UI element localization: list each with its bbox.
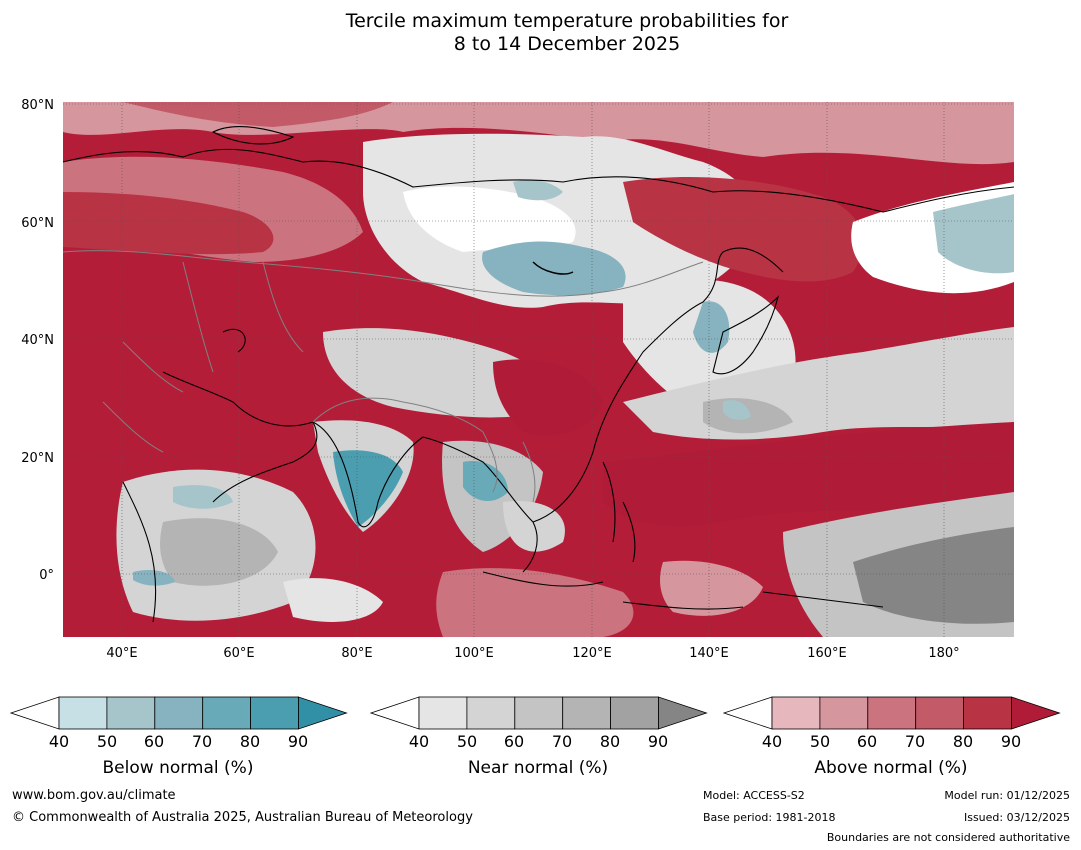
colorbar-below-normal: 40 50 60 70 80 90 Below normal (%) xyxy=(9,692,350,778)
copyright-text: © Commonwealth of Australia 2025, Austra… xyxy=(12,810,473,825)
colorbar-swatches xyxy=(722,696,1061,730)
colorbar-swatch xyxy=(514,696,564,730)
model-text: Model: ACCESS-S2 xyxy=(703,789,805,802)
lon-label: 60°E xyxy=(223,646,255,661)
colorbar-tick: 90 xyxy=(287,732,309,751)
title-line-2: 8 to 14 December 2025 xyxy=(453,33,681,55)
colorbar-tick: 90 xyxy=(1000,732,1022,751)
colorbar-swatch xyxy=(466,696,516,730)
colorbar-tick: 80 xyxy=(239,732,261,751)
near-normal-region xyxy=(323,328,551,418)
colorbar-swatch xyxy=(250,696,299,730)
near-normal-region xyxy=(283,578,383,622)
above-normal-region xyxy=(123,102,393,127)
colorbar-label: Near normal (%) xyxy=(467,758,609,778)
colorbar-tick: 40 xyxy=(761,732,783,751)
colorbar-tick: 40 xyxy=(48,732,70,751)
colorbar-above-normal: 40 50 60 70 80 90 Above normal (%) xyxy=(722,692,1063,778)
above-normal-region xyxy=(493,359,603,436)
lon-label: 140°E xyxy=(689,646,729,661)
colorbar-swatch xyxy=(106,696,156,730)
colorbar-swatches xyxy=(9,696,348,730)
colorbar-swatch xyxy=(154,696,204,730)
colorbar-tick: 60 xyxy=(503,732,525,751)
lon-label: 40°E xyxy=(106,646,138,661)
below-normal-region xyxy=(723,400,751,420)
below-normal-region xyxy=(693,301,730,353)
colorbar-swatches xyxy=(369,696,708,730)
colorbar-swatch xyxy=(819,696,869,730)
colorbar-tick: 70 xyxy=(904,732,926,751)
colorbar-tick: 60 xyxy=(856,732,878,751)
below-normal-region xyxy=(173,485,233,509)
below-normal-region xyxy=(513,180,563,201)
colorbar-tick: 80 xyxy=(952,732,974,751)
colorbar-swatch xyxy=(915,696,964,730)
colorbar-tick: 80 xyxy=(599,732,621,751)
below-normal-region xyxy=(133,570,175,586)
website-link[interactable]: www.bom.gov.au/climate xyxy=(12,788,176,803)
probability-map xyxy=(63,102,1014,637)
colorbar-swatch xyxy=(963,696,1012,730)
colorbar-tick: 70 xyxy=(551,732,573,751)
colorbar-label: Above normal (%) xyxy=(814,758,968,778)
lat-label: 0° xyxy=(39,568,54,583)
disclaimer-text: Boundaries are not considered authoritat… xyxy=(826,831,1070,844)
colorbar-extend-high xyxy=(298,696,348,730)
colorbar-near-normal: 40 50 60 70 80 90 Near normal (%) xyxy=(369,692,710,778)
base-period-text: Base period: 1981-2018 xyxy=(703,811,836,824)
lon-label: 80°E xyxy=(341,646,373,661)
colorbar-swatch xyxy=(418,696,468,730)
country-borders xyxy=(63,250,704,503)
lat-label: 20°N xyxy=(21,451,54,466)
colorbar-tick: 50 xyxy=(456,732,478,751)
colorbar-extend-low xyxy=(369,696,420,730)
near-normal-region xyxy=(160,518,278,586)
above-normal-region xyxy=(63,192,274,255)
lon-label: 120°E xyxy=(572,646,612,661)
colorbar-tick: 70 xyxy=(191,732,213,751)
lat-label: 60°N xyxy=(21,216,54,231)
colorbar-swatch xyxy=(58,696,108,730)
colorbar-swatch xyxy=(202,696,251,730)
colorbar-tick: 50 xyxy=(809,732,831,751)
colorbar-swatch xyxy=(610,696,659,730)
colorbar-label: Below normal (%) xyxy=(102,758,254,778)
coastlines xyxy=(63,126,1014,623)
above-normal-region xyxy=(660,560,763,616)
issued-text: Issued: 03/12/2025 xyxy=(963,811,1070,824)
above-normal-region xyxy=(623,177,863,282)
low-probability-region xyxy=(403,186,576,252)
model-run-text: Model run: 01/12/2025 xyxy=(944,789,1070,802)
colorbar-tick: 40 xyxy=(408,732,430,751)
near-normal-region xyxy=(853,527,1014,624)
lon-label: 160°E xyxy=(807,646,847,661)
colorbar-extend-low xyxy=(722,696,773,730)
map-title: Tercile maximum temperature probabilitie… xyxy=(0,10,1081,56)
title-line-1: Tercile maximum temperature probabilitie… xyxy=(345,10,789,32)
map-canvas xyxy=(63,102,1014,637)
colorbar-extend-low xyxy=(9,696,60,730)
colorbar-extend-high xyxy=(658,696,708,730)
below-normal-region xyxy=(482,241,626,296)
above-normal-region xyxy=(603,422,1014,526)
colorbar-swatch xyxy=(771,696,821,730)
colorbar-extend-high xyxy=(1011,696,1061,730)
lon-label: 100°E xyxy=(454,646,494,661)
colorbar-tick: 90 xyxy=(647,732,669,751)
lat-label: 40°N xyxy=(21,333,54,348)
below-normal-region xyxy=(333,450,403,527)
below-normal-region xyxy=(933,194,1014,274)
lon-label: 180° xyxy=(928,646,960,661)
colorbar-swatch xyxy=(867,696,917,730)
lat-label: 80°N xyxy=(21,98,54,113)
colorbar-tick: 60 xyxy=(143,732,165,751)
colorbar-tick: 50 xyxy=(96,732,118,751)
colorbar-swatch xyxy=(562,696,611,730)
graticule xyxy=(63,102,1014,637)
